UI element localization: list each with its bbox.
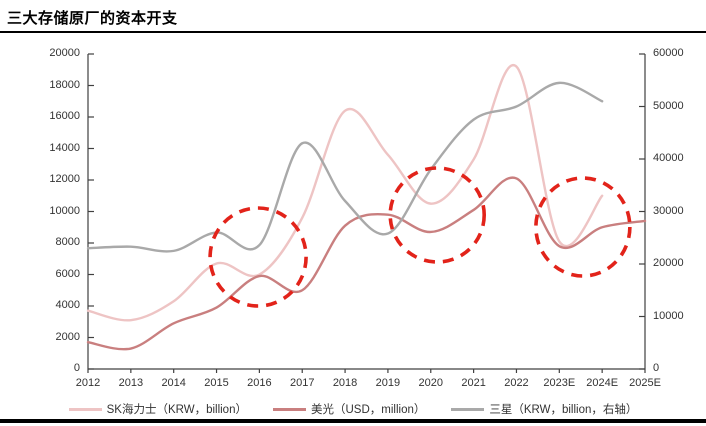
y-axis-left-label: 12000 (49, 173, 80, 185)
x-axis-label: 2020 (418, 377, 443, 389)
y-axis-left-label: 2000 (55, 330, 80, 343)
annotation-circle (208, 206, 308, 308)
x-axis-label: 2014 (161, 377, 186, 389)
x-axis-label: 2025E (629, 377, 661, 389)
x-axis-label: 2023E (543, 377, 576, 389)
y-axis-left-label: 18000 (49, 78, 80, 91)
y-axis-left-label: 10000 (49, 204, 80, 217)
x-axis-label: 2024E (586, 377, 619, 389)
x-axis-label: 2013 (118, 377, 144, 389)
page-title: 三大存储原厂的资本开支 (7, 10, 178, 27)
sk-hynix-line-swatch (68, 407, 102, 411)
x-axis-label: 2012 (75, 377, 101, 389)
y-axis-right-label: 40000 (653, 152, 684, 164)
y-axis-left-label: 20000 (49, 47, 80, 59)
y-axis-left-label: 8000 (55, 236, 80, 248)
series-line-0 (86, 63, 604, 322)
x-axis-label: 2017 (289, 377, 315, 389)
annotation-circle (388, 166, 486, 264)
y-axis-right-label: 0 (653, 362, 660, 374)
series-line-2 (86, 81, 604, 253)
x-axis-label: 2021 (461, 377, 486, 389)
y-axis-right-label: 20000 (653, 257, 684, 269)
legend-label-micron: 美光（USD，million） (310, 404, 426, 416)
y-axis-right-label: 30000 (653, 204, 684, 217)
x-axis-label: 2015 (204, 377, 229, 389)
x-axis-label: 2019 (375, 377, 401, 389)
x-axis-label: 2016 (247, 377, 272, 389)
x-axis-label: 2018 (332, 377, 358, 389)
annotation-circle (534, 176, 632, 278)
legend-item-samsung: 三星（KRW，billion，右轴） (451, 401, 637, 417)
bottom-border (0, 419, 706, 423)
y-axis-left-label: 14000 (49, 141, 80, 154)
series-line-1 (86, 176, 647, 351)
chart-legend: SK海力士（KRW，billion） 美光（USD，million） 三星（KR… (0, 399, 706, 419)
y-axis-left-label: 0 (73, 362, 80, 374)
legend-item-micron: 美光（USD，million） (272, 401, 426, 417)
y-axis-right-label: 60000 (653, 47, 684, 59)
chart-header: 三大存储原厂的资本开支 (0, 0, 706, 33)
y-axis-left-label: 4000 (55, 299, 80, 311)
legend-label-samsung: 三星（KRW，billion，右轴） (489, 404, 638, 416)
y-axis-left-label: 6000 (55, 267, 80, 280)
samsung-line-swatch (451, 407, 485, 411)
x-axis-label: 2022 (504, 377, 529, 389)
legend-item-sk-hynix: SK海力士（KRW，billion） (68, 401, 247, 417)
legend-label-sk-hynix: SK海力士（KRW，billion） (106, 404, 247, 416)
y-axis-right-label: 10000 (653, 309, 684, 322)
y-axis-left-label: 16000 (49, 110, 80, 122)
micron-line-swatch (272, 407, 306, 411)
y-axis-right-label: 50000 (653, 99, 684, 112)
